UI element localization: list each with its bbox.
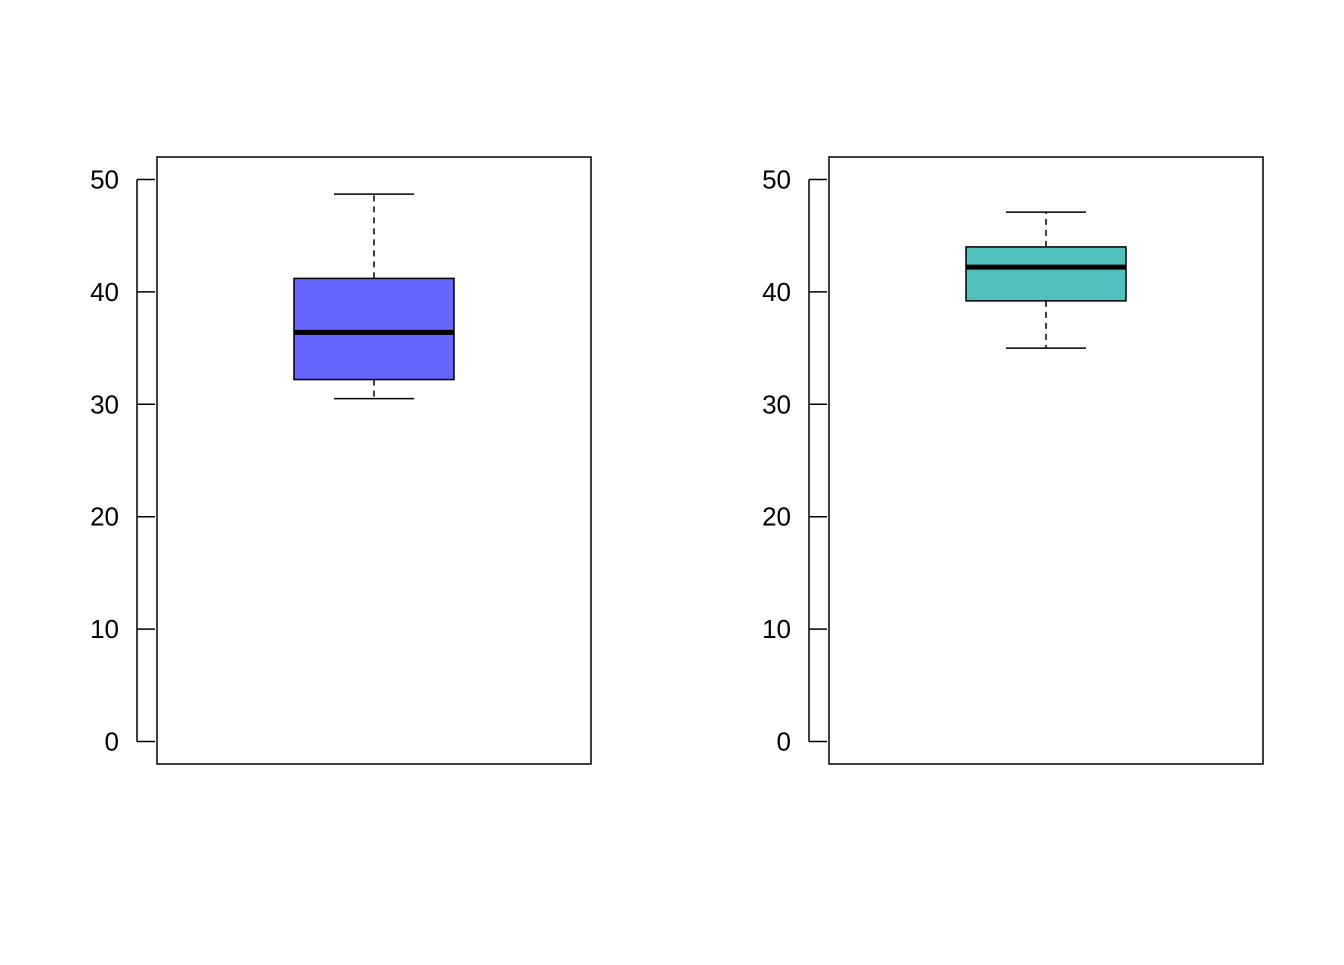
panel-2-y-tick-label-0: 0 — [777, 727, 791, 757]
panel-1-y-tick-label-30: 30 — [90, 389, 119, 419]
panel-2-y-tick-label-10: 10 — [762, 614, 791, 644]
panel-2-iqr-box — [965, 246, 1127, 302]
panel-1-y-tick-label-0: 0 — [105, 727, 119, 757]
panel-1-y-tick-label-50: 50 — [90, 164, 119, 194]
panel-1-y-tick-label-20: 20 — [90, 502, 119, 532]
panel-1-iqr-box — [293, 277, 455, 381]
panel-1-plot-frame — [156, 156, 592, 765]
panel-1-y-tick-label-10: 10 — [90, 614, 119, 644]
panel-1-y-tick-label-40: 40 — [90, 277, 119, 307]
panel-2-y-tick-label-30: 30 — [762, 389, 791, 419]
panel-2-plot-frame — [828, 156, 1264, 765]
panel-2-y-tick-label-20: 20 — [762, 502, 791, 532]
panel-2-y-tick-label-50: 50 — [762, 164, 791, 194]
panel-2-y-tick-label-40: 40 — [762, 277, 791, 307]
